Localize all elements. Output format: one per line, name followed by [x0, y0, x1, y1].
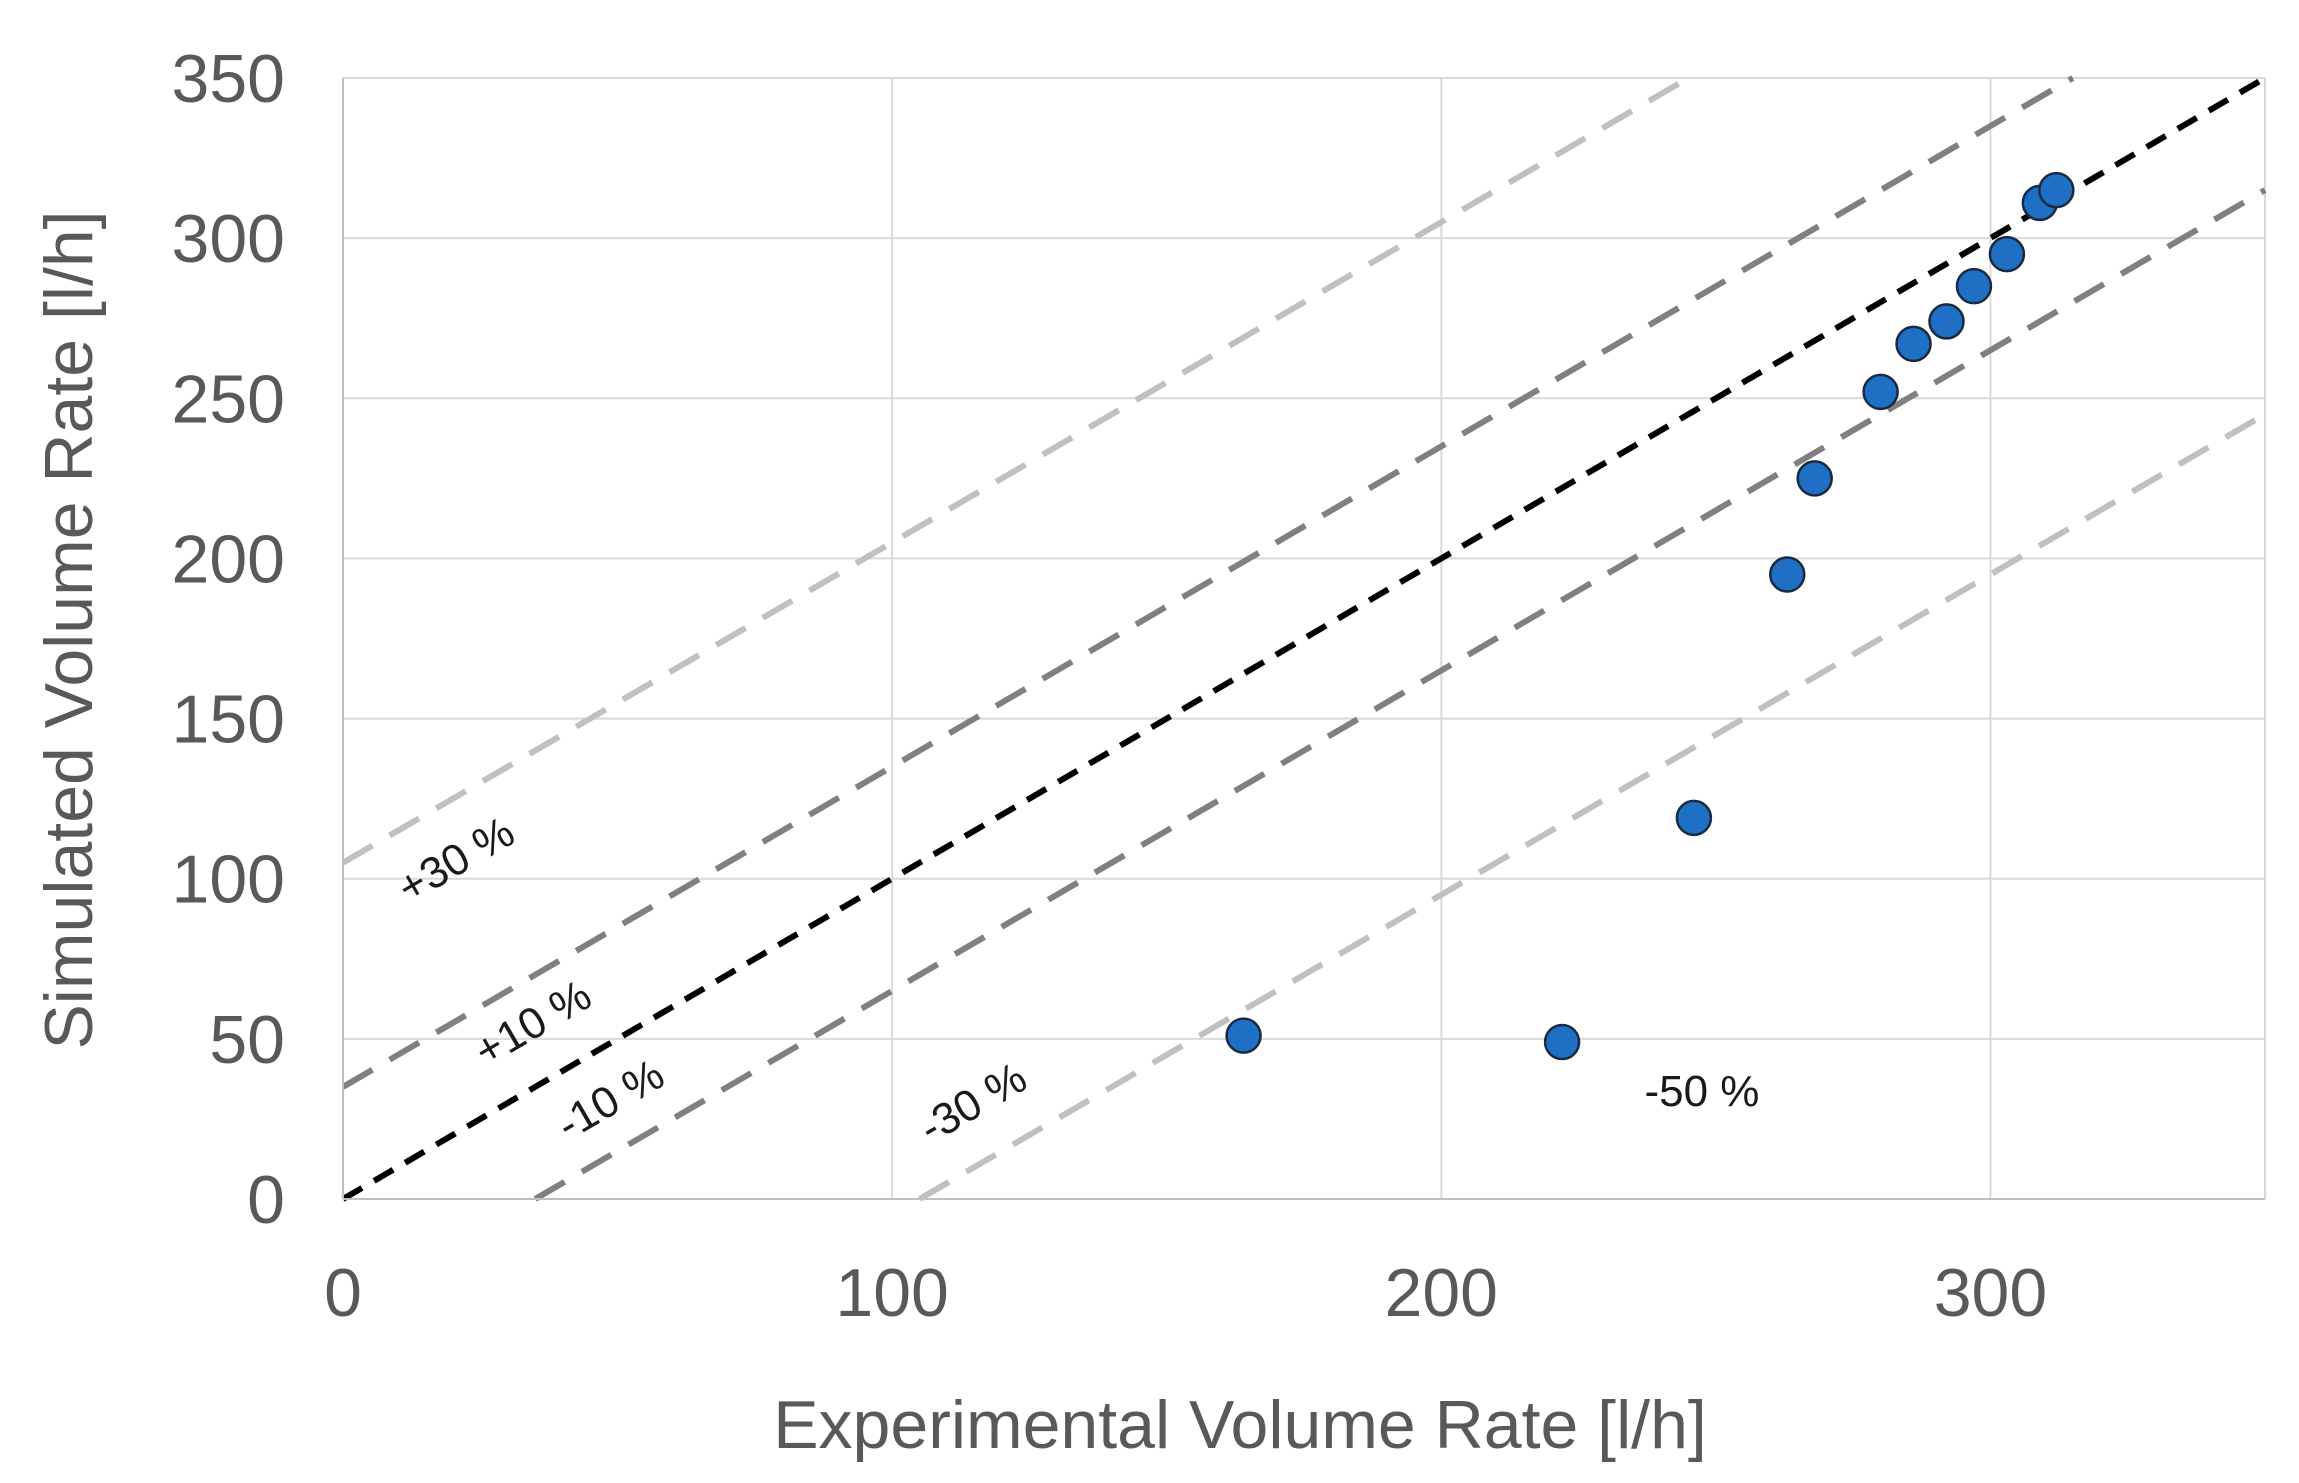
identity-line [341, 75, 2267, 1202]
reference-line-label: -30 % [911, 1053, 1035, 1153]
deviation-line [533, 187, 2267, 1202]
reference-line-labels: +30 %+10 %-10 % -30 % -50 % [389, 807, 1759, 1153]
data-point [1543, 1023, 1581, 1061]
y-tick-label: 100 [172, 842, 285, 918]
x-tick-label: 200 [1385, 1255, 1498, 1331]
x-tick-label: 100 [835, 1255, 948, 1331]
data-point [1796, 460, 1833, 497]
data-point [1955, 267, 1993, 305]
grid-lines [343, 77, 2266, 1199]
data-point [1768, 556, 1806, 593]
data-point [2038, 171, 2075, 209]
reference-line-label: -50 % [1644, 1067, 1759, 1116]
y-tick-label: 250 [172, 361, 285, 437]
reference-line-label: -10 % [548, 1050, 672, 1150]
reference-line-label: +10 % [466, 971, 600, 1077]
y-tick-label: 200 [172, 521, 285, 597]
data-point [1225, 1017, 1262, 1054]
data-point [1675, 799, 1713, 837]
deviation-line [341, 75, 2075, 1090]
data-points [1225, 171, 2075, 1061]
y-tick-label: 300 [172, 201, 285, 277]
data-point [1895, 325, 1932, 363]
y-tick-label: 350 [172, 41, 285, 117]
x-tick-label: 0 [324, 1255, 362, 1331]
axes [342, 78, 2265, 1200]
deviation-line [918, 411, 2267, 1202]
y-tick-label: 150 [172, 682, 285, 758]
data-point [1862, 373, 1899, 411]
deviation-line [341, 75, 1690, 866]
reference-lines [341, 75, 2267, 1202]
tick-labels: 0 50 100 150 200 250 300 350 0 100 200 300 [172, 41, 2048, 1331]
y-tick-label: 50 [209, 1002, 285, 1078]
data-point [1988, 235, 2026, 273]
y-axis-title: Simulated Volume Rate [l/h] [31, 210, 107, 1049]
x-axis-title: Experimental Volume Rate [l/h] [773, 1387, 1707, 1463]
data-point [1928, 303, 1965, 340]
x-tick-label: 300 [1934, 1255, 2047, 1331]
y-tick-label: 0 [247, 1162, 285, 1238]
